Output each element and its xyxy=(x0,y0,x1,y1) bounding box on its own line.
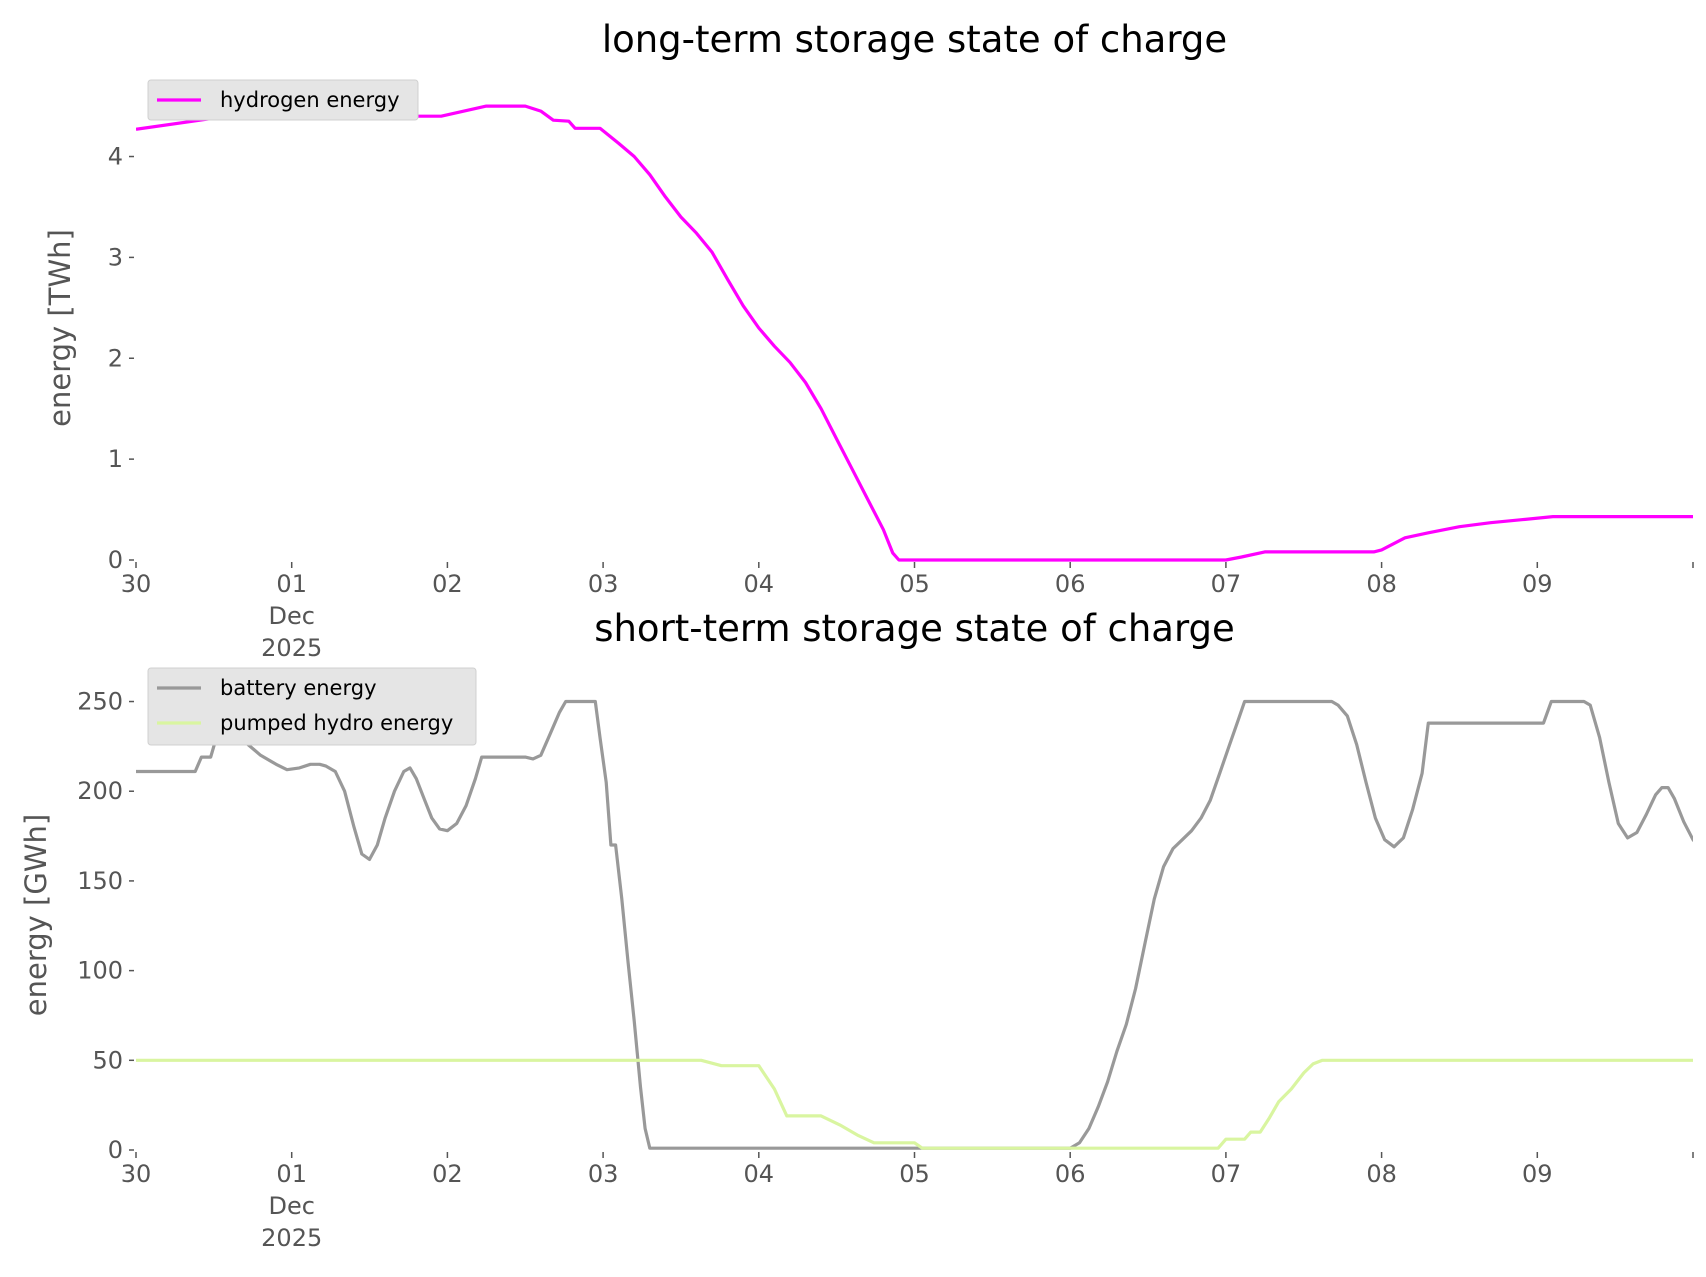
short-term-x-tick-label-line: 05 xyxy=(899,1160,930,1188)
long-term-series-line-hydrogen-energy xyxy=(136,104,1693,562)
long-term-x-tick-label-line: 08 xyxy=(1366,570,1397,598)
long-term-x-tick-label-line: 06 xyxy=(1055,570,1086,598)
short-term-series-line-pumped-hydro-energy xyxy=(136,1058,1693,1150)
short-term-y-tick-label: 50 xyxy=(92,1046,123,1074)
long-term-x-tick-label-line: 07 xyxy=(1211,570,1242,598)
long-term-x-tick-label-line: 04 xyxy=(744,570,775,598)
short-term-x-tick-label: 03 xyxy=(588,1160,619,1188)
short-term-y-axis-label: energy [GWh] xyxy=(19,814,53,1016)
long-term-y-tick-label: 1 xyxy=(108,445,123,473)
short-term-x-tick-label: 08 xyxy=(1366,1160,1397,1188)
short-term-x-tick-label-line: 30 xyxy=(121,1160,152,1188)
long-term-y-tick-label: 4 xyxy=(108,143,123,171)
short-term-x-tick-label-line: 01 xyxy=(276,1160,307,1188)
long-term-y-tick-label: 0 xyxy=(108,546,123,574)
long-term-x-tick-label: 01 Dec 2025 xyxy=(261,570,322,662)
short-term-y-tick-label: 100 xyxy=(77,957,123,985)
long-term-y-axis-label: energy [TWh] xyxy=(43,229,77,427)
long-term-title: long-term storage state of charge xyxy=(602,18,1227,61)
short-term-x-tick-label: 07 xyxy=(1211,1160,1242,1188)
short-term-chart: short-term storage state of charge energy… xyxy=(19,607,1694,1252)
short-term-x-tick-label-line: 03 xyxy=(588,1160,619,1188)
short-term-x-tick-label-line: 04 xyxy=(744,1160,775,1188)
short-term-x-tick-label: 05 xyxy=(899,1160,930,1188)
short-term-x-tick-label-line: 02 xyxy=(432,1160,463,1188)
long-term-x-tick-label: 04 xyxy=(744,570,775,598)
short-term-legend-label: pumped hydro energy xyxy=(220,711,453,735)
long-term-x-tick-label-line: 01 xyxy=(276,570,307,598)
short-term-title: short-term storage state of charge xyxy=(594,607,1235,650)
short-term-x-tick-label: 06 xyxy=(1055,1160,1086,1188)
short-term-x-tick-label-line: 06 xyxy=(1055,1160,1086,1188)
long-term-x-tick-label-line: 03 xyxy=(588,570,619,598)
short-term-y-tick-label: 250 xyxy=(77,688,123,716)
long-term-y-tick-label: 2 xyxy=(108,344,123,372)
short-term-x-tick-label: 02 xyxy=(432,1160,463,1188)
long-term-legend-box xyxy=(147,79,419,121)
long-term-x-tick-label: 05 xyxy=(899,570,930,598)
long-term-legend-label: hydrogen energy xyxy=(220,88,400,112)
short-term-legend-label: battery energy xyxy=(220,676,377,700)
long-term-x-tick-label-line: 02 xyxy=(432,570,463,598)
short-term-x-tick-label: 09 xyxy=(1522,1160,1553,1188)
long-term-x-tick-label: 07 xyxy=(1211,570,1242,598)
short-term-series-line-battery-energy xyxy=(136,699,1693,1150)
short-term-x-tick-label-line: 2025 xyxy=(261,1224,322,1252)
long-term-x-tick-label-line: 30 xyxy=(121,570,152,598)
long-term-chart: long-term storage state of charge energy … xyxy=(43,18,1694,662)
short-term-x-tick-label: 04 xyxy=(744,1160,775,1188)
short-term-x-tick-label-line: 09 xyxy=(1522,1160,1553,1188)
short-term-legend: battery energy pumped hydro energy xyxy=(147,667,477,746)
short-term-y-tick-label: 0 xyxy=(108,1136,123,1164)
long-term-x-tick-label: 03 xyxy=(588,570,619,598)
short-term-x-tick-label-line: 07 xyxy=(1211,1160,1242,1188)
long-term-x-tick-label: 06 xyxy=(1055,570,1086,598)
long-term-x-tick-label-line: Dec xyxy=(268,602,314,630)
short-term-y-tick-label: 200 xyxy=(77,777,123,805)
long-term-y-tick-label: 3 xyxy=(108,243,123,271)
long-term-x-tick-label-line: 09 xyxy=(1522,570,1553,598)
long-term-x-tick-label: 08 xyxy=(1366,570,1397,598)
long-term-x-tick-label: 30 xyxy=(121,570,152,598)
long-term-x-tick-label-line: 2025 xyxy=(261,634,322,662)
long-term-legend: hydrogen energy xyxy=(147,79,419,121)
long-term-x-tick-label-line: 05 xyxy=(899,570,930,598)
long-term-x-tick-label: 02 xyxy=(432,570,463,598)
short-term-x-tick-label-line: 08 xyxy=(1366,1160,1397,1188)
long-term-x-tick-label: 09 xyxy=(1522,570,1553,598)
short-term-legend-box xyxy=(147,667,477,746)
short-term-x-tick-label: 01 Dec 2025 xyxy=(261,1160,322,1252)
short-term-x-tick-label: 30 xyxy=(121,1160,152,1188)
short-term-y-tick-label: 150 xyxy=(77,867,123,895)
short-term-x-tick-label-line: Dec xyxy=(268,1192,314,1220)
